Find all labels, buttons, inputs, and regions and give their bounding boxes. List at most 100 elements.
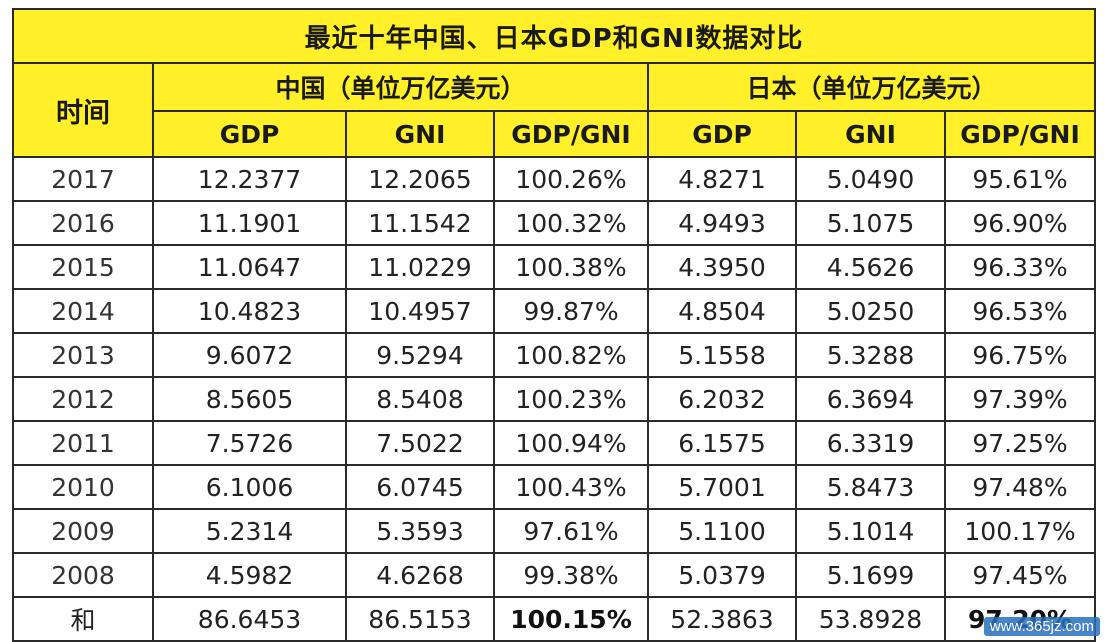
cell-japan-gdp: 5.1100 [647, 508, 797, 554]
cell-japan-ratio: 97.25% [943, 420, 1097, 466]
cell-japan-gdp: 6.2032 [647, 376, 797, 422]
sub-header-row: GDP GNI GDP/GNI GDP GNI GDP/GNI [13, 110, 1097, 158]
cell-china-ratio: 100.43% [493, 464, 649, 510]
cell-japan-ratio: 97.48% [943, 464, 1097, 510]
cell-china-gdp: 12.2377 [152, 156, 347, 202]
table-row: 2010 6.1006 6.0745 100.43% 5.7001 5.8473 97.48… [12, 464, 1097, 510]
cell-china-gni: 11.0229 [345, 244, 495, 290]
cell-china-ratio: 100.26% [493, 156, 649, 202]
cell-japan-gdp: 6.1575 [647, 420, 797, 466]
cell-japan-gni: 5.0250 [795, 288, 946, 334]
cell-japan-gni: 5.8473 [795, 464, 946, 510]
row-year: 2009 [12, 508, 154, 554]
cell-china-gni: 4.6268 [345, 552, 495, 598]
cell-japan-gni: 5.0490 [795, 156, 946, 202]
cell-japan-gni: 6.3694 [795, 376, 946, 422]
table-row: 2016 11.1901 11.1542 100.32% 4.9493 5.1075 96.… [12, 200, 1097, 246]
cell-japan-gdp: 5.0379 [647, 552, 797, 598]
sum-china-ratio: 100.15% [493, 596, 649, 642]
row-year: 2017 [12, 156, 154, 202]
row-year: 2013 [12, 332, 154, 378]
cell-japan-ratio: 96.53% [943, 288, 1097, 334]
cell-china-ratio: 100.32% [493, 200, 649, 246]
cell-china-gni: 6.0745 [345, 464, 495, 510]
sub-header-japan-gdp: GDP [647, 110, 797, 158]
cell-china-ratio: 99.87% [493, 288, 649, 334]
cell-japan-gni: 5.1014 [795, 508, 946, 554]
cell-china-gdp: 11.1901 [152, 200, 347, 246]
sum-japan-gdp: 52.3863 [647, 596, 797, 642]
group-header-japan: 日本（单位万亿美元） [646, 62, 1097, 112]
row-year: 2014 [12, 288, 154, 334]
cell-china-ratio: 100.23% [493, 376, 649, 422]
cell-japan-gdp: 4.8504 [647, 288, 797, 334]
row-year: 2016 [12, 200, 154, 246]
sum-label: 和 [12, 596, 154, 642]
cell-japan-gni: 5.1699 [795, 552, 946, 598]
cell-japan-gni: 5.1075 [795, 200, 946, 246]
row-year: 2011 [12, 420, 154, 466]
table-body: 2017 12.2377 12.2065 100.26% 4.8271 5.0490 95.… [12, 156, 1097, 598]
cell-china-gdp: 11.0647 [152, 244, 347, 290]
row-year: 2012 [12, 376, 154, 422]
cell-japan-ratio: 96.90% [943, 200, 1097, 246]
sub-header-china-ratio: GDP/GNI [493, 110, 649, 158]
cell-japan-gni: 5.3288 [795, 332, 946, 378]
cell-japan-ratio: 96.33% [943, 244, 1097, 290]
cell-china-ratio: 100.94% [493, 420, 649, 466]
sum-row: 和 86.6453 86.5153 100.15% 52.3863 53.892… [12, 596, 1097, 642]
group-header-china: 中国（单位万亿美元） [152, 62, 649, 112]
cell-china-gni: 11.1542 [345, 200, 495, 246]
cell-japan-gdp: 5.1558 [647, 332, 797, 378]
table-row: 2008 4.5982 4.6268 99.38% 5.0379 5.1699 97.45% [12, 552, 1097, 598]
cell-japan-gdp: 4.8271 [647, 156, 797, 202]
sum-china-gdp: 86.6453 [152, 596, 347, 642]
cell-china-gdp: 7.5726 [152, 420, 347, 466]
table-row: 2017 12.2377 12.2065 100.26% 4.8271 5.0490 95.… [12, 156, 1097, 202]
cell-japan-gdp: 4.9493 [647, 200, 797, 246]
cell-china-gdp: 9.6072 [152, 332, 347, 378]
cell-japan-gdp: 4.3950 [647, 244, 797, 290]
sub-header-japan-gni: GNI [795, 110, 946, 158]
table-row: 2012 8.5605 8.5408 100.23% 6.2032 6.3694 97.39… [12, 376, 1097, 422]
cell-china-gni: 9.5294 [345, 332, 495, 378]
cell-china-gdp: 6.1006 [152, 464, 347, 510]
table-row: 2013 9.6072 9.5294 100.82% 5.1558 5.3288 96.75… [12, 332, 1097, 378]
group-header-row: 时间 中国（单位万亿美元） 日本（单位万亿美元） [12, 62, 1097, 158]
cell-china-gdp: 4.5982 [152, 552, 347, 598]
cell-japan-gni: 6.3319 [795, 420, 946, 466]
row-year: 2008 [12, 552, 154, 598]
cell-china-ratio: 97.61% [493, 508, 649, 554]
cell-japan-ratio: 100.17% [943, 508, 1097, 554]
site-watermark: www.365jz.com [983, 617, 1100, 636]
gdp-gni-table: 最近十年中国、日本GDP和GNI数据对比 时间 中国（单位万亿美元） 日本（单位… [11, 8, 1097, 642]
cell-china-gni: 7.5022 [345, 420, 495, 466]
cell-china-ratio: 99.38% [493, 552, 649, 598]
cell-japan-ratio: 96.75% [943, 332, 1097, 378]
cell-japan-ratio: 97.45% [943, 552, 1097, 598]
sub-header-china-gni: GNI [345, 110, 495, 158]
table-row: 2011 7.5726 7.5022 100.94% 6.1575 6.3319 97.25… [12, 420, 1097, 466]
row-year: 2015 [12, 244, 154, 290]
cell-china-ratio: 100.38% [493, 244, 649, 290]
cell-japan-ratio: 97.39% [943, 376, 1097, 422]
cell-china-gni: 10.4957 [345, 288, 495, 334]
row-year: 2010 [12, 464, 154, 510]
sum-japan-gni: 53.8928 [795, 596, 946, 642]
cell-china-gni: 12.2065 [345, 156, 495, 202]
cell-japan-ratio: 95.61% [943, 156, 1097, 202]
cell-japan-gni: 4.5626 [795, 244, 946, 290]
cell-china-gdp: 8.5605 [152, 376, 347, 422]
cell-china-gni: 5.3593 [345, 508, 495, 554]
time-header: 时间 [12, 62, 154, 158]
cell-china-gni: 8.5408 [345, 376, 495, 422]
sub-header-china-gdp: GDP [152, 110, 347, 158]
cell-japan-gdp: 5.7001 [647, 464, 797, 510]
cell-china-gdp: 10.4823 [152, 288, 347, 334]
cell-china-gdp: 5.2314 [152, 508, 347, 554]
table-row: 2015 11.0647 11.0229 100.38% 4.3950 4.5626 96.… [12, 244, 1097, 290]
sum-china-gni: 86.5153 [345, 596, 495, 642]
title-row: 最近十年中国、日本GDP和GNI数据对比 [11, 8, 1097, 64]
data-table-frame: 最近十年中国、日本GDP和GNI数据对比 时间 中国（单位万亿美元） 日本（单位… [11, 8, 1097, 642]
cell-china-ratio: 100.82% [493, 332, 649, 378]
